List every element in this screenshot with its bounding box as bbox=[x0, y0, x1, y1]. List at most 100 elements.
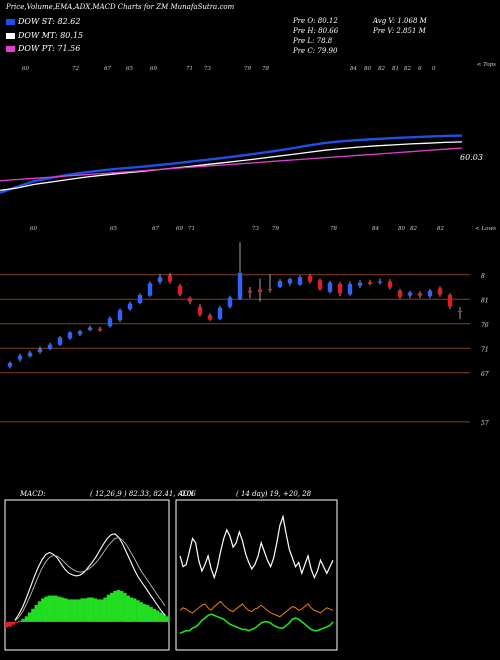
macd-histogram-bar bbox=[44, 596, 48, 622]
candle-body bbox=[157, 277, 163, 283]
macd-histogram-bar bbox=[21, 619, 25, 622]
tops-label: 80 bbox=[364, 66, 371, 72]
candle-body bbox=[197, 306, 203, 315]
macd-histogram-bar bbox=[60, 597, 65, 622]
macd-histogram-bar bbox=[70, 599, 75, 622]
candle-body bbox=[367, 282, 373, 284]
level-label: 8 bbox=[481, 273, 485, 280]
candle-body bbox=[227, 297, 233, 307]
macd-histogram-bar bbox=[37, 601, 42, 622]
candle-body bbox=[257, 289, 263, 292]
tops-label: 65 bbox=[126, 66, 133, 72]
adx-di-minus-line bbox=[179, 600, 334, 618]
candle-body bbox=[437, 288, 443, 295]
macd-histogram-bar bbox=[47, 595, 52, 622]
adx-params: ( 14 day) 19, +20, 28 bbox=[236, 490, 312, 498]
candle-body bbox=[187, 298, 193, 302]
candle-body bbox=[207, 315, 213, 320]
lows-top-label: 67 bbox=[152, 226, 159, 232]
candle-body bbox=[17, 355, 23, 360]
legend-swatch bbox=[6, 33, 15, 39]
candle-body bbox=[87, 327, 93, 330]
legend-item-st: DOW ST: 82.62 bbox=[6, 17, 80, 26]
tops-label: 78 bbox=[262, 66, 269, 72]
candle-body bbox=[217, 307, 223, 319]
macd-histogram-bar bbox=[31, 608, 35, 622]
macd-histogram-bar bbox=[87, 597, 91, 622]
macd-histogram-bar bbox=[126, 595, 130, 622]
macd-histogram-bar bbox=[113, 590, 117, 622]
candle-body bbox=[397, 290, 403, 297]
legend-item-mt: DOW MT: 80.15 bbox=[6, 31, 83, 40]
candle-body bbox=[297, 277, 303, 285]
macd-histogram-bar bbox=[136, 600, 140, 622]
lows-top-label: 84 bbox=[372, 226, 379, 232]
level-label: 67 bbox=[481, 371, 489, 378]
candle-body bbox=[277, 280, 283, 287]
candle-body bbox=[47, 344, 53, 349]
candle-body bbox=[247, 290, 253, 293]
macd-histogram-bar bbox=[80, 598, 84, 622]
macd-histogram-bar bbox=[129, 597, 134, 622]
lows-top-label: 78 bbox=[330, 226, 337, 232]
macd-histogram-bar bbox=[116, 590, 120, 622]
level-label: 57 bbox=[481, 420, 489, 427]
lows-top-label: 79 bbox=[272, 226, 279, 232]
tops-label: 6 bbox=[418, 66, 422, 72]
lows-top-label: 71 bbox=[188, 226, 195, 232]
macd-histogram-bar bbox=[110, 592, 114, 622]
candle-body bbox=[447, 295, 453, 307]
macd-histogram-bar bbox=[57, 596, 61, 622]
tops-label: 84 bbox=[350, 66, 357, 72]
macd-params: ( 12,26,9 ) 82.33, 82.41, -0.06 bbox=[90, 490, 196, 498]
macd-histogram-bar bbox=[77, 599, 81, 622]
legend-label: DOW ST: 82.62 bbox=[18, 17, 81, 26]
ema-value-label: 60.03 bbox=[460, 153, 483, 162]
adx-di-plus-line bbox=[179, 514, 334, 580]
tops-label: 67 bbox=[104, 66, 111, 72]
legend-item-pt: DOW PT: 71.56 bbox=[6, 44, 80, 53]
candle-body bbox=[317, 280, 323, 289]
stat-pre-low: Pre L: 78.8 bbox=[293, 37, 333, 45]
candle-body bbox=[77, 331, 83, 335]
candle-body bbox=[457, 310, 463, 313]
macd-histogram-bar bbox=[159, 612, 163, 622]
macd-histogram-bar bbox=[34, 605, 38, 622]
macd-histogram-bar bbox=[119, 590, 124, 622]
macd-histogram-bar bbox=[64, 598, 68, 622]
macd-histogram-bar bbox=[96, 599, 101, 622]
legend-label: DOW PT: 71.56 bbox=[18, 44, 81, 53]
lows-top-label: 82 bbox=[410, 226, 417, 232]
macd-histogram-bar bbox=[142, 604, 147, 622]
level-label: 81 bbox=[481, 297, 489, 304]
legend-swatch bbox=[6, 46, 15, 52]
level-label: 76 bbox=[481, 322, 489, 329]
candle-body bbox=[107, 318, 113, 327]
macd-histogram-bar bbox=[41, 598, 45, 622]
macd-histogram-bar bbox=[155, 610, 160, 622]
adx-line bbox=[179, 613, 334, 635]
candle-body bbox=[37, 348, 43, 352]
candle-body bbox=[137, 295, 143, 303]
candle-body bbox=[117, 310, 123, 321]
candle-body bbox=[267, 288, 273, 291]
macd-frame bbox=[4, 499, 170, 651]
candle-body bbox=[57, 337, 63, 345]
macd-histogram-bar bbox=[73, 599, 78, 622]
macd-histogram-bar bbox=[103, 597, 107, 622]
macd-histogram-bar bbox=[54, 595, 58, 622]
stat-pre-high: Pre H: 80.66 bbox=[293, 27, 339, 35]
candle-body bbox=[417, 293, 423, 296]
candle-body bbox=[127, 303, 133, 310]
ema-line-2 bbox=[0, 147, 463, 182]
macd-histogram-bar bbox=[24, 616, 29, 622]
macd-histogram-bar bbox=[162, 614, 166, 622]
macd-histogram-bar bbox=[83, 598, 88, 622]
macd-histogram-bar bbox=[165, 616, 170, 622]
tops-label: 60 bbox=[22, 66, 29, 72]
candle-body bbox=[347, 284, 353, 295]
macd-signal-line bbox=[14, 537, 166, 622]
tops-label: 81 bbox=[392, 66, 399, 72]
adx-title: ADX bbox=[178, 490, 194, 498]
